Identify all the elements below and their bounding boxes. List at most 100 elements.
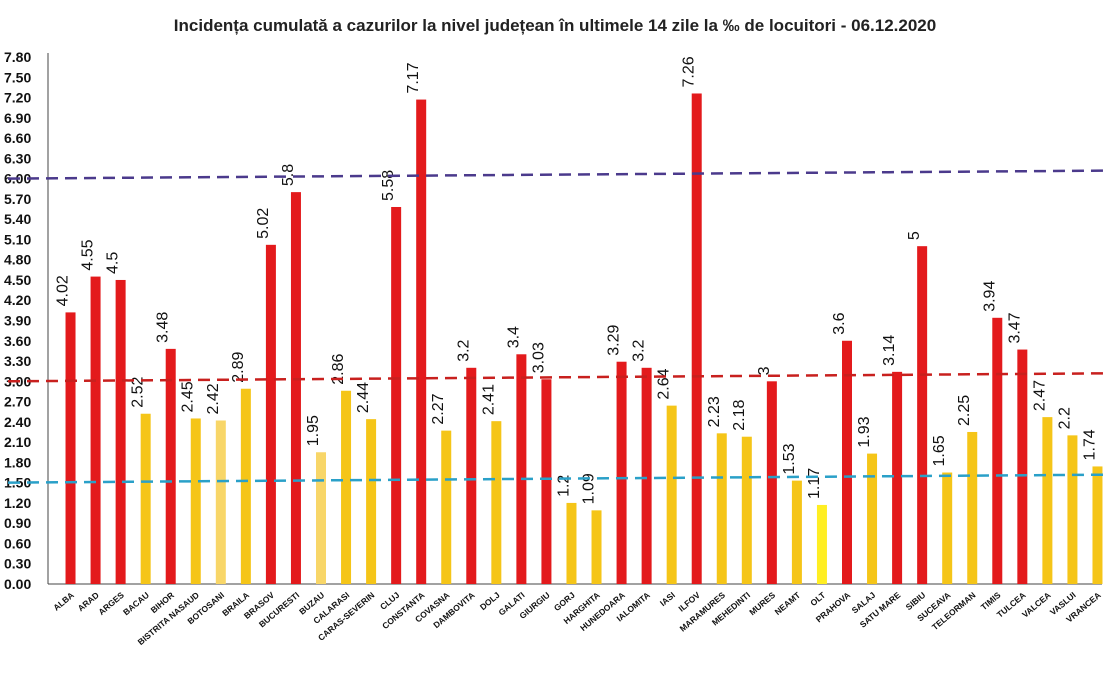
data-label: 3.14 xyxy=(881,335,898,366)
bar xyxy=(466,367,477,584)
bar xyxy=(1067,435,1078,584)
y-tick-label: 6.90 xyxy=(4,110,31,126)
bar xyxy=(290,192,301,584)
data-label: 3.03 xyxy=(530,342,547,373)
data-label: 3.47 xyxy=(1006,312,1023,343)
bar xyxy=(341,390,352,584)
bar xyxy=(616,361,627,584)
data-label: 1.2 xyxy=(555,475,572,497)
x-tick-label: ALBA xyxy=(51,590,76,613)
y-tick-label: 4.80 xyxy=(4,252,31,268)
y-tick-label: 4.20 xyxy=(4,292,31,308)
bar xyxy=(566,502,577,584)
data-label: 3 xyxy=(756,366,773,375)
bar xyxy=(1092,466,1103,584)
threshold-line xyxy=(7,473,1109,484)
y-tick-label: 6.30 xyxy=(4,150,31,166)
bar xyxy=(65,312,76,584)
y-tick-label: 2.10 xyxy=(4,434,31,450)
data-label: 3.48 xyxy=(155,312,172,343)
bar xyxy=(140,413,151,584)
data-label: 2.23 xyxy=(706,396,723,427)
y-tick-label: 0.90 xyxy=(4,515,31,531)
data-label: 5.58 xyxy=(380,170,397,201)
data-label: 1.53 xyxy=(781,443,798,474)
bar xyxy=(942,472,953,584)
data-label: 3.2 xyxy=(631,339,648,361)
y-tick-label: 1.20 xyxy=(4,495,31,511)
bar xyxy=(716,433,727,584)
data-label: 2.52 xyxy=(130,376,147,407)
bar xyxy=(516,354,527,584)
bar xyxy=(1042,417,1053,584)
bar xyxy=(416,99,427,585)
y-tick-label: 2.40 xyxy=(4,414,31,430)
y-tick-label: 0.60 xyxy=(4,535,31,551)
data-label: 2.25 xyxy=(956,395,973,426)
data-label: 5 xyxy=(906,231,923,240)
bar xyxy=(491,421,502,584)
threshold-line xyxy=(7,372,1109,383)
y-tick-label: 5.70 xyxy=(4,191,31,207)
data-label: 1.17 xyxy=(806,468,823,499)
data-label: 5.02 xyxy=(255,208,272,239)
y-tick-label: 0.00 xyxy=(4,576,31,592)
y-tick-label: 5.40 xyxy=(4,211,31,227)
x-tick-label: MURES xyxy=(747,590,777,618)
x-tick-label: IASI xyxy=(658,590,677,608)
bar xyxy=(791,480,802,584)
bar xyxy=(391,206,402,584)
bar xyxy=(992,317,1003,584)
y-tick-label: 7.20 xyxy=(4,90,31,106)
bar xyxy=(366,419,377,584)
data-label: 2.86 xyxy=(330,354,347,385)
y-tick-label: 7.80 xyxy=(4,49,31,65)
bar xyxy=(917,246,928,584)
data-label: 2.89 xyxy=(230,351,247,382)
bar xyxy=(867,453,878,584)
y-tick-label: 5.10 xyxy=(4,231,31,247)
bar xyxy=(967,431,978,584)
x-tick-label: BACAU xyxy=(121,590,151,617)
bar xyxy=(541,379,552,584)
data-label: 4.5 xyxy=(105,252,122,274)
bar xyxy=(441,430,452,584)
data-label: 2.27 xyxy=(430,393,447,424)
data-label: 3.4 xyxy=(505,326,522,348)
bar xyxy=(240,388,251,584)
bar xyxy=(641,367,652,584)
data-label: 3.94 xyxy=(981,281,998,312)
data-label: 1.93 xyxy=(856,416,873,447)
y-tick-label: 2.70 xyxy=(4,394,31,410)
data-label: 2.45 xyxy=(180,381,197,412)
data-label: 1.65 xyxy=(931,435,948,466)
bar xyxy=(842,340,852,584)
y-tick-label: 3.30 xyxy=(4,353,31,369)
data-label: 2.64 xyxy=(656,368,673,399)
data-label: 7.26 xyxy=(681,56,698,87)
y-tick-label: 1.80 xyxy=(4,454,31,470)
chart-title: Incidența cumulată a cazurilor la nivel … xyxy=(173,16,937,35)
y-tick-label: 4.50 xyxy=(4,272,31,288)
y-tick-label: 3.90 xyxy=(4,313,31,329)
bar xyxy=(265,244,276,585)
bar xyxy=(666,405,677,584)
x-tick-label: NEAMT xyxy=(773,589,803,617)
data-label: 3.6 xyxy=(831,312,848,334)
data-label: 7.17 xyxy=(405,62,422,93)
data-label: 1.95 xyxy=(305,415,322,446)
data-label: 2.44 xyxy=(355,382,372,413)
data-label: 2.42 xyxy=(205,383,222,414)
data-label: 2.41 xyxy=(480,384,497,415)
x-tick-label: ARGES xyxy=(96,590,126,617)
y-tick-label: 0.30 xyxy=(4,556,31,572)
bar xyxy=(316,452,326,584)
bar xyxy=(741,436,752,584)
data-label: 4.02 xyxy=(55,275,72,306)
bar xyxy=(691,93,702,584)
data-label: 2.47 xyxy=(1031,380,1048,411)
data-label: 2.2 xyxy=(1056,407,1073,429)
data-label: 3.29 xyxy=(606,324,623,355)
bar xyxy=(1017,349,1028,584)
